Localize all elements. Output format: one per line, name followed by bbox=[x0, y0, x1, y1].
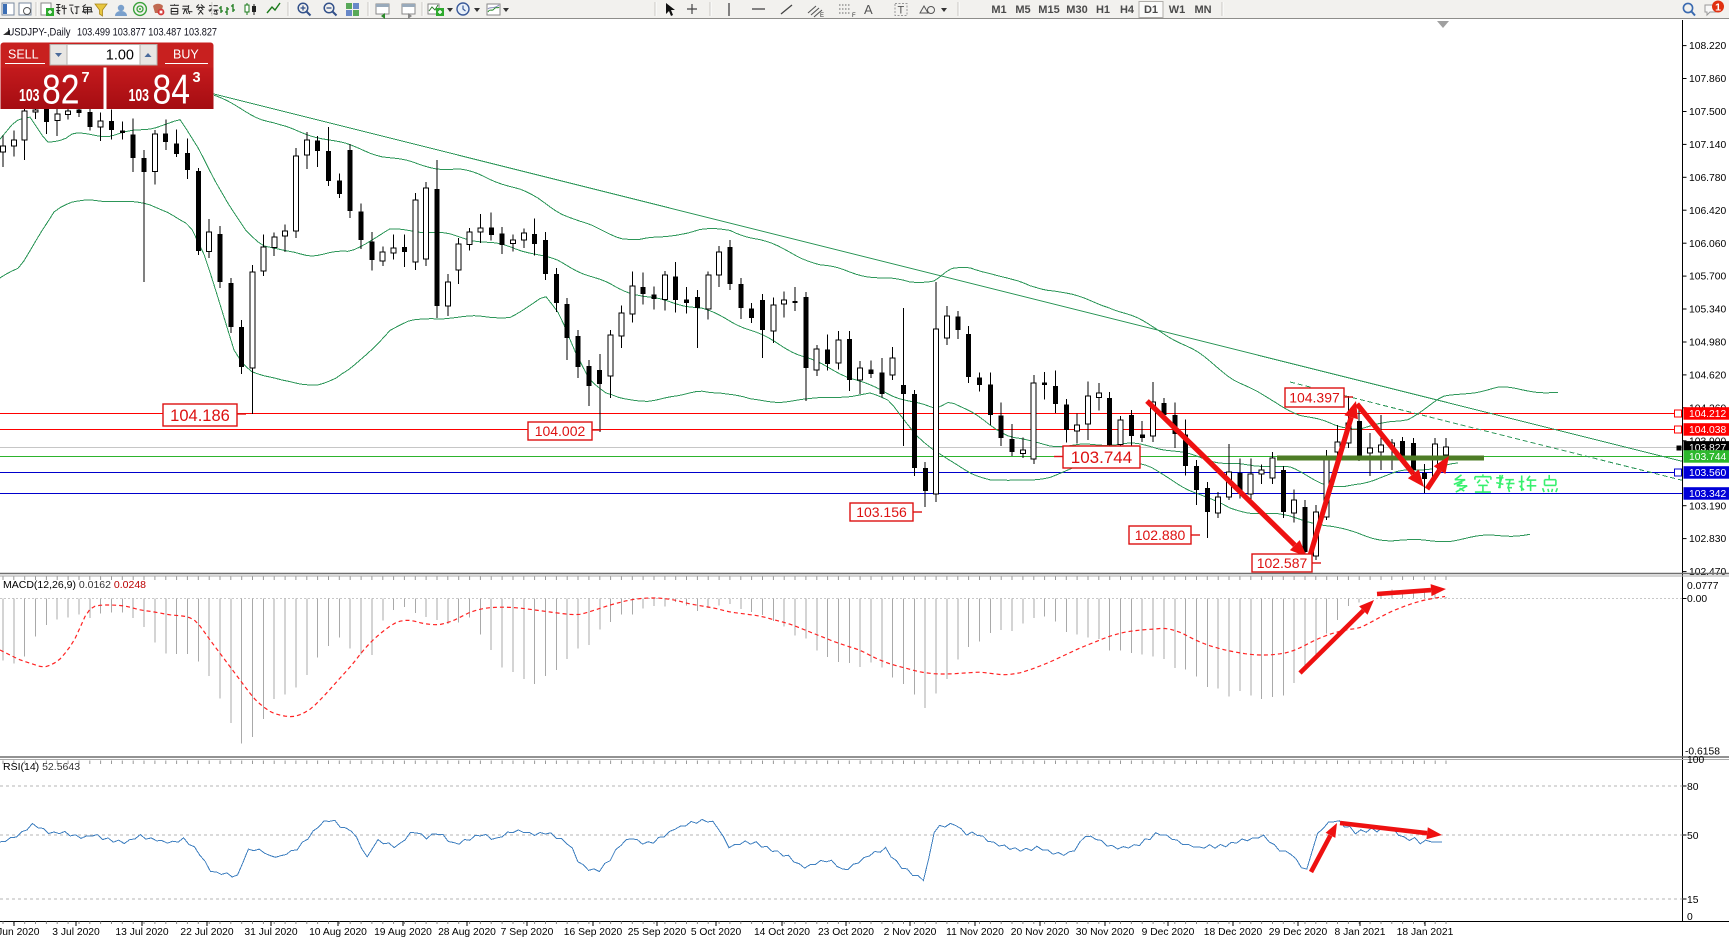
svg-text:103.744: 103.744 bbox=[1689, 452, 1726, 463]
svg-text:103: 103 bbox=[19, 85, 40, 105]
svg-text:0.0777: 0.0777 bbox=[1687, 581, 1719, 592]
svg-text:102.587: 102.587 bbox=[1257, 555, 1308, 571]
svg-text:BUY: BUY bbox=[173, 48, 199, 62]
svg-text:103.190: 103.190 bbox=[1689, 501, 1726, 512]
svg-text:28 Aug 2020: 28 Aug 2020 bbox=[438, 927, 496, 938]
svg-text:H4: H4 bbox=[1120, 4, 1135, 16]
svg-text:103.744: 103.744 bbox=[1071, 448, 1132, 467]
svg-text:H1: H1 bbox=[1096, 4, 1110, 16]
svg-text:7: 7 bbox=[82, 70, 90, 86]
svg-text:82: 82 bbox=[42, 66, 80, 113]
svg-text:31 Jul 2020: 31 Jul 2020 bbox=[244, 927, 298, 938]
svg-text:T: T bbox=[898, 5, 905, 17]
svg-text:0: 0 bbox=[1687, 912, 1693, 923]
svg-text:106.420: 106.420 bbox=[1689, 206, 1726, 217]
svg-text:W1: W1 bbox=[1169, 4, 1186, 16]
svg-text:18 Dec 2020: 18 Dec 2020 bbox=[1204, 927, 1263, 938]
svg-text:50: 50 bbox=[1687, 831, 1699, 842]
svg-text:103.156: 103.156 bbox=[856, 504, 907, 520]
svg-text:14 Oct 2020: 14 Oct 2020 bbox=[754, 927, 810, 938]
svg-text:104.620: 104.620 bbox=[1689, 371, 1726, 382]
svg-text:103.342: 103.342 bbox=[1689, 489, 1726, 500]
svg-text:106.060: 106.060 bbox=[1689, 239, 1726, 250]
svg-text:A: A bbox=[864, 2, 873, 17]
svg-text:25 Sep 2020: 25 Sep 2020 bbox=[628, 927, 687, 938]
svg-text:30 Nov 2020: 30 Nov 2020 bbox=[1076, 927, 1135, 938]
svg-text:102.880: 102.880 bbox=[1135, 527, 1186, 543]
svg-text:MACD(12,26,9) 0.0162 0.0248: MACD(12,26,9) 0.0162 0.0248 bbox=[3, 579, 146, 591]
svg-text:103.827: 103.827 bbox=[1689, 443, 1726, 454]
svg-text:20 Nov 2020: 20 Nov 2020 bbox=[1011, 927, 1070, 938]
svg-text:105.340: 105.340 bbox=[1689, 305, 1726, 316]
svg-text:104.038: 104.038 bbox=[1689, 425, 1726, 436]
svg-text:9 Dec 2020: 9 Dec 2020 bbox=[1142, 927, 1195, 938]
svg-text:M15: M15 bbox=[1038, 4, 1059, 16]
svg-text:5 Oct 2020: 5 Oct 2020 bbox=[691, 927, 742, 938]
svg-text:RSI(14) 52.5643: RSI(14) 52.5643 bbox=[3, 761, 80, 773]
svg-text:104.397: 104.397 bbox=[1289, 390, 1340, 406]
svg-text:107.500: 107.500 bbox=[1689, 107, 1726, 118]
svg-text:80: 80 bbox=[1687, 782, 1699, 793]
svg-text:M1: M1 bbox=[991, 4, 1006, 16]
svg-text:M5: M5 bbox=[1015, 4, 1030, 16]
svg-text:29 Dec 2020: 29 Dec 2020 bbox=[1269, 927, 1328, 938]
svg-text:F: F bbox=[852, 13, 856, 19]
svg-text:1.00: 1.00 bbox=[106, 48, 134, 64]
svg-text:102.470: 102.470 bbox=[1689, 567, 1726, 578]
svg-text:1: 1 bbox=[1715, 2, 1721, 14]
svg-text:104.002: 104.002 bbox=[535, 423, 586, 439]
svg-text:D1: D1 bbox=[1144, 4, 1158, 16]
svg-text:106.780: 106.780 bbox=[1689, 173, 1726, 184]
svg-text:2 Nov 2020: 2 Nov 2020 bbox=[884, 927, 937, 938]
svg-text:105.700: 105.700 bbox=[1689, 272, 1726, 283]
svg-text:103.560: 103.560 bbox=[1689, 468, 1726, 479]
svg-text:E: E bbox=[820, 13, 824, 19]
svg-text:16 Sep 2020: 16 Sep 2020 bbox=[564, 927, 623, 938]
svg-text:3 Jul 2020: 3 Jul 2020 bbox=[52, 927, 100, 938]
svg-text:107.860: 107.860 bbox=[1689, 74, 1726, 85]
svg-text:15: 15 bbox=[1687, 895, 1699, 906]
svg-text:19 Aug 2020: 19 Aug 2020 bbox=[374, 927, 432, 938]
svg-text:13 Jul 2020: 13 Jul 2020 bbox=[115, 927, 169, 938]
svg-text:104.212: 104.212 bbox=[1689, 409, 1726, 420]
svg-text:103: 103 bbox=[129, 85, 150, 105]
svg-text:M30: M30 bbox=[1066, 4, 1087, 16]
svg-text:10 Aug 2020: 10 Aug 2020 bbox=[309, 927, 367, 938]
svg-text:103.499 103.877 103.487 103.82: 103.499 103.877 103.487 103.827 bbox=[77, 27, 217, 39]
svg-text:100: 100 bbox=[1687, 755, 1704, 766]
svg-text:0.00: 0.00 bbox=[1687, 594, 1707, 605]
svg-text:22 Jul 2020: 22 Jul 2020 bbox=[180, 927, 234, 938]
svg-text:USDJPY-,Daily: USDJPY-,Daily bbox=[8, 27, 71, 39]
svg-text:11 Nov 2020: 11 Nov 2020 bbox=[946, 927, 1004, 938]
svg-text:23 Oct 2020: 23 Oct 2020 bbox=[818, 927, 874, 938]
svg-text:107.140: 107.140 bbox=[1689, 140, 1726, 151]
svg-text:84: 84 bbox=[153, 66, 191, 113]
svg-text:7 Sep 2020: 7 Sep 2020 bbox=[501, 927, 554, 938]
svg-text:SELL: SELL bbox=[8, 48, 39, 62]
svg-text:-0.6158: -0.6158 bbox=[1685, 747, 1720, 758]
svg-text:104.980: 104.980 bbox=[1689, 338, 1726, 349]
svg-text:4 Jun 2020: 4 Jun 2020 bbox=[0, 927, 40, 938]
svg-text:104.186: 104.186 bbox=[170, 407, 230, 425]
svg-text:18 Jan 2021: 18 Jan 2021 bbox=[1397, 927, 1454, 938]
svg-text:MN: MN bbox=[1194, 4, 1211, 16]
svg-text:8 Jan 2021: 8 Jan 2021 bbox=[1335, 927, 1386, 938]
svg-text:102.830: 102.830 bbox=[1689, 534, 1726, 545]
svg-text:108.220: 108.220 bbox=[1689, 41, 1726, 52]
svg-text:3: 3 bbox=[193, 70, 201, 86]
